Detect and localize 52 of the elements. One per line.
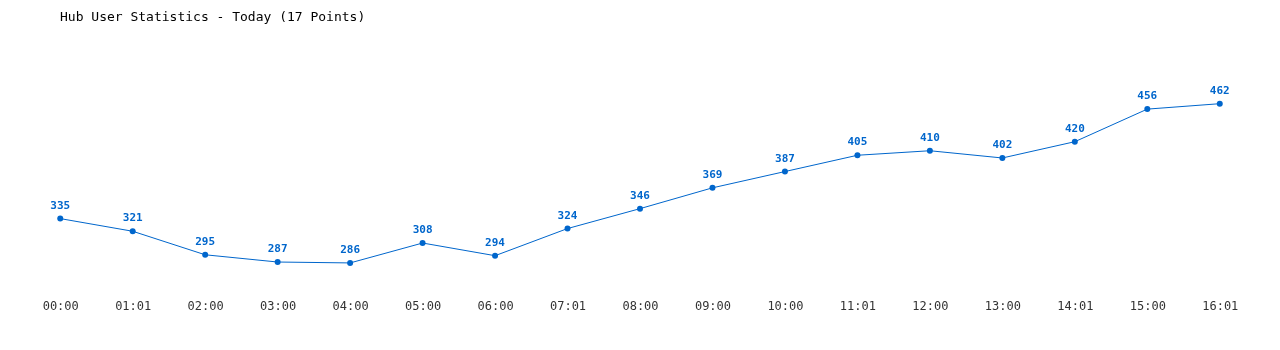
x-tick-label: 00:00 bbox=[42, 298, 79, 313]
x-tick-label: 16:01 bbox=[1202, 298, 1239, 313]
data-label: 294 bbox=[485, 235, 506, 249]
x-tick-label: 05:00 bbox=[405, 298, 442, 313]
data-label: 402 bbox=[992, 137, 1013, 151]
point bbox=[1144, 106, 1151, 113]
x-tick-label: 14:01 bbox=[1057, 298, 1094, 313]
data-label: 420 bbox=[1064, 121, 1085, 135]
point bbox=[999, 154, 1006, 161]
point bbox=[347, 259, 354, 266]
x-tick-label: 09:00 bbox=[694, 298, 732, 313]
data-label: 410 bbox=[919, 130, 940, 144]
data-label: 405 bbox=[847, 135, 868, 149]
x-tick-label: 11:01 bbox=[839, 298, 876, 313]
chart-title: Hub User Statistics - Today (17 Points) bbox=[60, 9, 366, 24]
x-tick-label: 13:00 bbox=[984, 298, 1021, 313]
data-label: 324 bbox=[557, 208, 578, 222]
x-tick-label: 08:00 bbox=[622, 298, 659, 313]
data-label: 287 bbox=[267, 242, 288, 256]
point bbox=[492, 252, 499, 259]
data-label: 462 bbox=[1209, 83, 1230, 97]
point bbox=[854, 152, 861, 159]
x-tick-label: 06:00 bbox=[477, 298, 514, 313]
x-tick-label: 02:00 bbox=[187, 298, 224, 313]
data-label: 295 bbox=[195, 234, 216, 248]
point bbox=[129, 228, 136, 235]
x-tick-label: 07:01 bbox=[549, 298, 587, 313]
x-tick-label: 01:01 bbox=[115, 298, 152, 313]
data-label: 308 bbox=[412, 223, 433, 237]
data-label: 456 bbox=[1137, 89, 1158, 103]
point bbox=[274, 259, 281, 266]
x-tick-label: 04:00 bbox=[332, 298, 369, 313]
data-label: 346 bbox=[630, 188, 651, 202]
point bbox=[419, 240, 426, 247]
data-label: 369 bbox=[702, 167, 723, 181]
point bbox=[1071, 138, 1078, 145]
x-tick-label: 15:00 bbox=[1129, 298, 1166, 313]
point bbox=[564, 225, 571, 232]
x-tick-label: 03:00 bbox=[260, 298, 297, 313]
x-tick-label: 10:00 bbox=[767, 298, 804, 313]
point bbox=[1216, 100, 1223, 107]
point bbox=[57, 215, 64, 222]
point bbox=[926, 147, 933, 154]
point bbox=[709, 184, 716, 191]
data-label: 321 bbox=[122, 211, 144, 225]
data-label: 286 bbox=[340, 242, 361, 256]
data-label: 335 bbox=[50, 198, 71, 212]
point bbox=[637, 205, 643, 212]
point bbox=[202, 251, 209, 258]
x-tick-label: 12:00 bbox=[912, 298, 949, 313]
point bbox=[781, 168, 788, 175]
data-label: 387 bbox=[775, 151, 795, 165]
